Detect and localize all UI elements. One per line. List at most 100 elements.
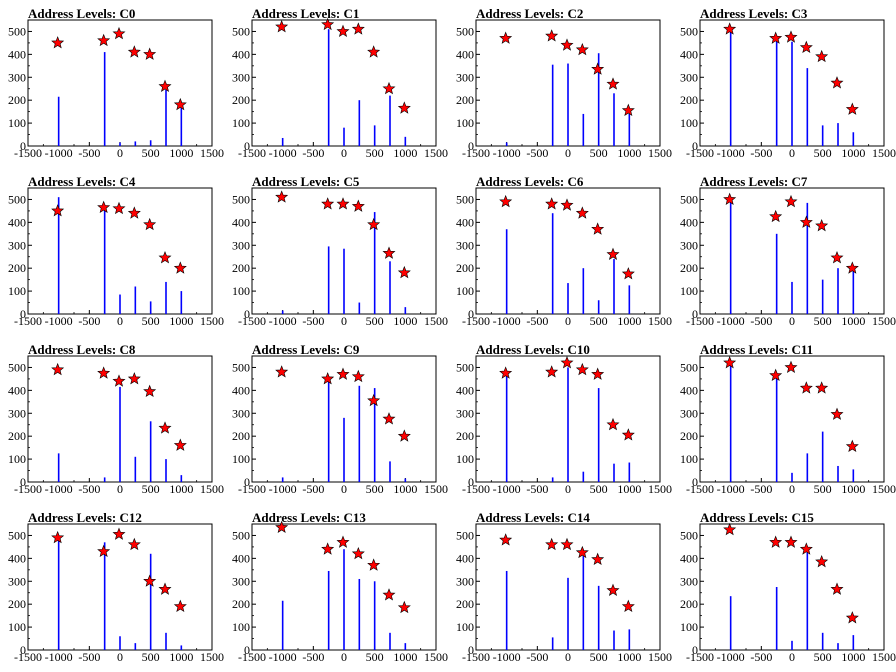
star-marker <box>321 542 335 555</box>
y-tick-label: 300 <box>8 406 26 420</box>
y-tick-label: 200 <box>8 429 26 443</box>
star-marker <box>321 197 335 210</box>
y-tick-label: 300 <box>680 574 698 588</box>
x-tick-label: -1500 <box>462 482 490 496</box>
y-tick-label: 0 <box>244 307 250 321</box>
star-marker <box>723 522 737 536</box>
star-marker <box>784 535 798 548</box>
star-marker <box>830 76 844 89</box>
y-tick-label: 300 <box>232 406 250 420</box>
star-marker <box>560 38 574 51</box>
y-tick-label: 0 <box>692 475 698 489</box>
chart-title: Address Levels: C12 <box>28 510 142 525</box>
chart-title: Address Levels: C10 <box>476 342 590 357</box>
x-tick-label: 1500 <box>648 146 672 160</box>
y-tick-label: 400 <box>8 383 26 397</box>
chart-panel: -1500 -1000 -500 0 500 1000 1500 0 100 200 300 400 5… <box>448 168 672 336</box>
y-tick-label: 300 <box>680 70 698 84</box>
star-marker <box>382 246 396 259</box>
star-marker <box>51 36 65 49</box>
x-tick-label: 500 <box>590 146 608 160</box>
x-tick-label: -500 <box>526 146 548 160</box>
star-marker <box>112 527 126 540</box>
y-tick-label: 100 <box>680 620 698 634</box>
x-tick-label: 1000 <box>841 650 865 664</box>
star-marker <box>351 369 365 383</box>
star-marker <box>784 360 798 373</box>
y-tick-label: 500 <box>8 192 26 206</box>
x-tick-label: 0 <box>117 146 123 160</box>
y-tick-label: 500 <box>232 192 250 206</box>
x-tick-label: -1500 <box>238 650 266 664</box>
y-tick-label: 0 <box>692 643 698 657</box>
x-tick-label: 500 <box>814 146 832 160</box>
y-tick-label: 300 <box>680 238 698 252</box>
x-tick-label: 0 <box>565 482 571 496</box>
x-tick-label: 0 <box>565 650 571 664</box>
y-tick-label: 400 <box>456 47 474 61</box>
chart-title: Address Levels: C4 <box>28 174 136 189</box>
y-tick-label: 400 <box>232 215 250 229</box>
star-marker <box>606 417 620 431</box>
plot-frame <box>27 523 213 651</box>
y-tick-label: 200 <box>680 597 698 611</box>
y-tick-label: 300 <box>8 238 26 252</box>
y-tick-label: 400 <box>680 47 698 61</box>
y-tick-label: 0 <box>20 139 26 153</box>
x-tick-label: -1500 <box>238 314 266 328</box>
chart-plot: -1500 -1000 -500 0 500 1000 1500 0 100 200 300 400 5… <box>232 187 448 328</box>
star-marker <box>127 537 141 551</box>
x-tick-label: -1000 <box>493 146 521 160</box>
x-tick-label: -1000 <box>45 146 73 160</box>
star-marker <box>606 247 620 260</box>
x-tick-label: 500 <box>366 146 384 160</box>
star-marker <box>784 194 798 208</box>
chart-panel: -1500 -1000 -500 0 500 1000 1500 0 100 200 300 400 5… <box>0 0 224 168</box>
y-tick-label: 400 <box>456 215 474 229</box>
x-tick-label: -1500 <box>686 314 714 328</box>
x-tick-label: 0 <box>117 482 123 496</box>
star-marker <box>275 520 289 533</box>
y-tick-label: 100 <box>680 116 698 130</box>
chart-title: Address Levels: C0 <box>28 6 136 21</box>
y-tick-label: 400 <box>680 383 698 397</box>
x-tick-label: -1500 <box>14 146 42 160</box>
star-marker <box>545 365 559 378</box>
x-tick-label: -1500 <box>686 650 714 664</box>
x-tick-label: -1000 <box>45 650 73 664</box>
chart-title: Address Levels: C5 <box>252 174 360 189</box>
y-tick-label: 0 <box>468 307 474 321</box>
y-tick-label: 200 <box>232 597 250 611</box>
x-tick-label: -1000 <box>493 314 521 328</box>
star-marker <box>158 251 172 264</box>
star-marker <box>143 217 157 231</box>
chart-panel: -1500 -1000 -500 0 500 1000 1500 0 100 200 300 400 5… <box>448 336 672 504</box>
y-tick-label: 0 <box>20 475 26 489</box>
star-marker <box>606 583 620 596</box>
y-tick-label: 200 <box>456 429 474 443</box>
x-tick-label: 500 <box>142 146 160 160</box>
x-tick-label: -1500 <box>238 146 266 160</box>
star-marker <box>575 206 589 219</box>
x-tick-label: 0 <box>789 650 795 664</box>
star-marker <box>397 265 411 279</box>
chart-panel: -1500 -1000 -500 0 500 1000 1500 0 100 200 300 400 5… <box>672 336 896 504</box>
y-tick-label: 100 <box>456 116 474 130</box>
chart-panel: -1500 -1000 -500 0 500 1000 1500 0 100 200 300 400 5… <box>224 504 448 672</box>
x-tick-label: 0 <box>341 650 347 664</box>
star-marker <box>127 45 141 58</box>
star-marker <box>382 81 396 95</box>
x-tick-label: -1000 <box>717 482 745 496</box>
y-tick-label: 0 <box>692 139 698 153</box>
star-marker <box>575 362 589 376</box>
x-tick-label: 1000 <box>393 314 417 328</box>
star-marker <box>815 218 829 232</box>
x-tick-label: -1500 <box>462 314 490 328</box>
x-tick-label: -500 <box>526 650 548 664</box>
x-tick-label: 1500 <box>872 482 896 496</box>
y-tick-label: 200 <box>680 429 698 443</box>
x-tick-label: -500 <box>78 146 100 160</box>
x-tick-label: -500 <box>302 314 324 328</box>
x-tick-label: -500 <box>78 650 100 664</box>
